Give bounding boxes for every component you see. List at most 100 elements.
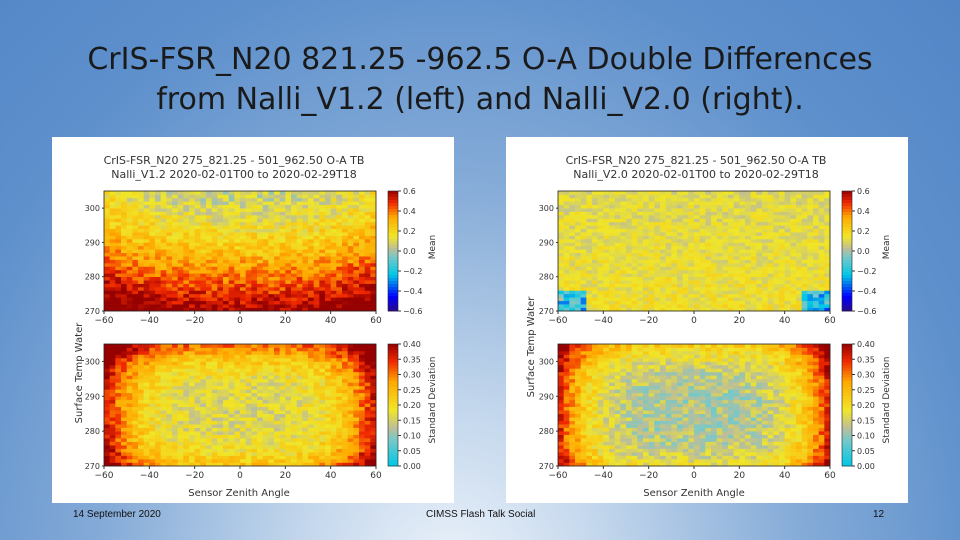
- heatmap-cell: [177, 293, 184, 298]
- heatmap-cell: [115, 424, 122, 428]
- heatmap-cell: [313, 452, 320, 456]
- heatmap-cell: [580, 280, 587, 284]
- heatmap-cell: [251, 406, 258, 411]
- heatmap-cell: [342, 403, 348, 408]
- heatmap-cell: [614, 218, 621, 223]
- heatmap-cell: [767, 249, 774, 254]
- heatmap-cell: [104, 448, 110, 453]
- heatmap-cell: [149, 441, 156, 446]
- heatmap-cell: [279, 375, 286, 380]
- heatmap-cell: [336, 413, 343, 418]
- heatmap-cell: [711, 297, 717, 302]
- heatmap-cell: [200, 225, 207, 230]
- heatmap-cell: [223, 371, 229, 376]
- heatmap-cell: [296, 424, 303, 428]
- heatmap-cell: [166, 235, 173, 240]
- heatmap-cell: [665, 293, 672, 298]
- heatmap-cell: [183, 259, 190, 264]
- heatmap-cell: [722, 256, 729, 260]
- colorbar-segment: [388, 414, 398, 418]
- heatmap-cell: [745, 287, 751, 291]
- colorbar-segment: [388, 296, 398, 300]
- heatmap-cell: [359, 266, 365, 271]
- heatmap-cell: [722, 245, 729, 250]
- heatmap-cell: [319, 194, 326, 199]
- heatmap-cell: [308, 211, 314, 216]
- heatmap-cell: [818, 263, 825, 267]
- heatmap-cell: [739, 228, 746, 233]
- heatmap-cell: [620, 287, 627, 291]
- heatmap-cell: [172, 462, 178, 467]
- heatmap-cell: [189, 420, 195, 425]
- heatmap-cell: [172, 232, 178, 236]
- heatmap-cell: [353, 211, 360, 216]
- heatmap-cell: [325, 252, 331, 257]
- heatmap-cell: [109, 228, 116, 233]
- heatmap-cell: [648, 252, 655, 257]
- heatmap-cell: [285, 424, 292, 428]
- heatmap-cell: [319, 221, 326, 226]
- heatmap-cell: [716, 269, 723, 274]
- heatmap-cell: [160, 399, 167, 404]
- heatmap-cell: [160, 287, 167, 291]
- heatmap-cell: [285, 208, 292, 212]
- colorbar-segment: [388, 203, 398, 207]
- heatmap-cell: [813, 307, 819, 312]
- heatmap-cell: [342, 396, 348, 401]
- heatmap-cell: [228, 462, 235, 467]
- heatmap-cell: [671, 269, 678, 274]
- heatmap-cell: [234, 269, 241, 274]
- heatmap-cell: [177, 357, 184, 362]
- heatmap-cell: [126, 452, 133, 456]
- heatmap-cell: [143, 280, 150, 284]
- heatmap-cell: [262, 228, 269, 233]
- heatmap-cell: [677, 300, 683, 305]
- heatmap-cell: [359, 208, 365, 212]
- heatmap-cell: [773, 266, 780, 271]
- heatmap-cell: [121, 283, 127, 288]
- heatmap-cell: [155, 357, 161, 362]
- heatmap-cell: [626, 283, 632, 288]
- heatmap-cell: [614, 269, 621, 274]
- heatmap-cell: [217, 300, 224, 305]
- heatmap-cell: [132, 455, 139, 460]
- heatmap-cell: [206, 304, 212, 308]
- heatmap-cell: [756, 290, 763, 295]
- heatmap-cell: [109, 403, 116, 408]
- heatmap-cell: [688, 307, 695, 312]
- heatmap-cell: [228, 448, 235, 453]
- heatmap-cell: [325, 420, 331, 425]
- heatmap-cell: [257, 300, 263, 305]
- heatmap-cell: [155, 300, 161, 305]
- heatmap-cell: [699, 304, 706, 308]
- heatmap-cell: [285, 434, 292, 439]
- heatmap-cell: [155, 413, 161, 418]
- heatmap-cell: [313, 287, 320, 291]
- heatmap-cell: [631, 218, 638, 223]
- heatmap-cell: [279, 259, 286, 264]
- heatmap-cell: [177, 378, 184, 383]
- heatmap-cell: [779, 280, 785, 284]
- heatmap-cell: [342, 364, 348, 369]
- heatmap-cell: [132, 249, 139, 254]
- heatmap-cell: [274, 269, 280, 274]
- heatmap-cell: [637, 300, 644, 305]
- heatmap-cell: [347, 455, 354, 460]
- heatmap-cell: [745, 232, 751, 236]
- heatmap-cell: [240, 225, 246, 230]
- heatmap-cell: [279, 396, 286, 401]
- heatmap-cell: [291, 399, 297, 404]
- heatmap-cell: [665, 290, 672, 295]
- heatmap-cell: [155, 232, 161, 236]
- heatmap-cell: [614, 252, 621, 257]
- heatmap-cell: [296, 269, 303, 274]
- heatmap-cell: [132, 445, 139, 449]
- heatmap-cell: [694, 225, 700, 230]
- heatmap-cell: [234, 399, 241, 404]
- heatmap-cell: [370, 215, 377, 219]
- heatmap-cell: [648, 304, 655, 308]
- heatmap-cell: [200, 269, 207, 274]
- heatmap-cell: [206, 204, 212, 209]
- heatmap-cell: [155, 280, 161, 284]
- heatmap-cell: [160, 239, 167, 243]
